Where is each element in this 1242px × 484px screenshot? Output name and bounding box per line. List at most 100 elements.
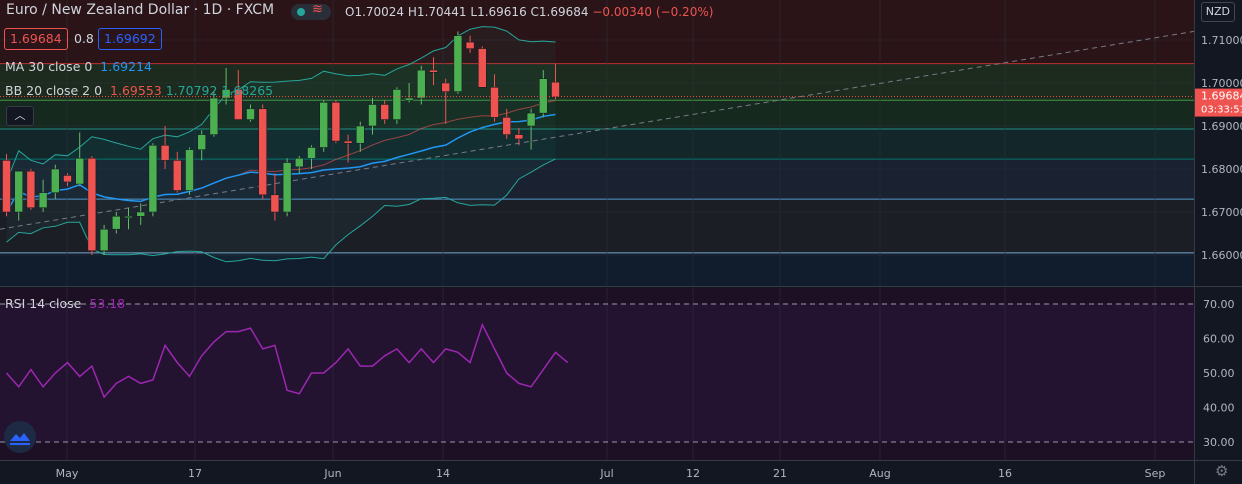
candle — [160, 126, 170, 169]
currency-label[interactable]: NZD — [1200, 2, 1235, 22]
ohlc-change: −0.00340 (−0.20%) — [592, 5, 714, 19]
candle — [331, 100, 341, 144]
zone-band — [0, 252, 1194, 286]
candle — [124, 207, 133, 230]
grid-lines — [0, 0, 1194, 460]
candle — [270, 173, 280, 221]
candle-body — [453, 35, 463, 92]
rsi-tick-label: 70.00 — [1203, 298, 1235, 311]
candle-body — [99, 228, 109, 251]
candle — [307, 145, 316, 169]
time-tick-label: 14 — [436, 467, 450, 480]
price-tick-label: 1.67000 — [1201, 206, 1242, 219]
candle — [514, 128, 524, 146]
candle-body — [136, 211, 145, 217]
candle-body — [307, 147, 316, 159]
candle-body — [258, 108, 267, 196]
candle — [26, 169, 36, 210]
candle-body — [429, 69, 438, 73]
ma-legend[interactable]: MA 30 close 0 1.69214 — [5, 59, 152, 74]
bb-upper-value: 1.70792 — [165, 83, 218, 98]
ma-line — [5, 113, 556, 213]
candle-body — [526, 112, 536, 127]
candle-body — [124, 216, 133, 219]
rsi-tick-label: 30.00 — [1203, 436, 1235, 449]
candle-body — [478, 48, 487, 88]
candle — [112, 212, 121, 234]
rsi-pane — [0, 303, 1194, 443]
bb-upper-line — [6, 26, 556, 183]
candle-body — [343, 140, 353, 144]
candle-body — [356, 125, 365, 144]
candle — [380, 100, 389, 124]
bb-legend[interactable]: BB 20 close 2 0 1.69553 1.70792 1.68265 — [5, 83, 273, 98]
ohlc-open: O1.70024 — [345, 5, 405, 19]
candle — [234, 70, 243, 120]
buy-button[interactable]: 1.69692 — [98, 28, 162, 50]
candle-body — [404, 97, 414, 101]
time-tick-label: 16 — [998, 467, 1012, 480]
candle-body — [331, 102, 341, 142]
market-status-pill[interactable]: ≋ — [291, 2, 331, 20]
logo-icon[interactable] — [4, 421, 36, 453]
collapse-legend-button[interactable]: ︿ — [6, 106, 34, 126]
candle-body — [221, 89, 231, 99]
candle — [75, 132, 84, 187]
ohlc-low: L1.69616 — [470, 5, 527, 19]
trend-line — [0, 30, 1195, 230]
candle — [526, 108, 536, 150]
rsi-tick-label: 40.00 — [1203, 402, 1235, 415]
chevron-up-icon: ︿ — [14, 109, 26, 122]
candle-body — [502, 117, 511, 135]
candle-body — [234, 89, 243, 120]
candle — [441, 78, 450, 124]
rsi-tick-label: 60.00 — [1203, 333, 1235, 346]
candle-body — [112, 216, 121, 230]
price-tick-label: 1.71000 — [1201, 34, 1242, 47]
candle — [295, 156, 304, 174]
data-feed-icon: ≋ — [312, 2, 323, 17]
gear-icon[interactable]: ⚙ — [1215, 462, 1229, 480]
candle — [453, 31, 463, 94]
rsi-line — [5, 322, 569, 399]
candle-body — [160, 145, 170, 161]
candle — [490, 74, 499, 122]
rsi-tick-label: 50.00 — [1203, 367, 1235, 380]
candle-body — [380, 104, 389, 120]
candle-body — [539, 78, 548, 114]
candle — [185, 147, 194, 195]
candle-body — [295, 158, 304, 168]
candle-body — [246, 108, 255, 120]
sell-button[interactable]: 1.69684 — [4, 28, 68, 50]
candle-body — [148, 145, 158, 213]
price-tick-label: 1.66000 — [1201, 249, 1242, 262]
zone-bands — [0, 0, 1194, 442]
rsi-value: 53.18 — [89, 296, 126, 311]
candle — [356, 121, 365, 152]
price-tick-label: 1.68000 — [1201, 163, 1242, 176]
bb-lower-line — [6, 158, 556, 263]
rsi-band — [0, 304, 1194, 442]
zone-band — [0, 63, 1194, 101]
symbol-title[interactable]: Euro / New Zealand Dollar · 1D · FXCM — [6, 2, 275, 18]
candle-body — [368, 104, 377, 127]
bb-label: BB 20 close 2 0 — [5, 83, 103, 98]
ma-label: MA 30 close 0 — [5, 59, 93, 74]
rsi-legend[interactable]: RSI 14 close 53.18 — [5, 296, 125, 311]
candle — [14, 170, 23, 221]
candle-body — [514, 134, 524, 140]
zone-band — [0, 159, 1194, 200]
rsi-label: RSI 14 close — [5, 296, 82, 311]
zone-band — [0, 0, 1194, 64]
candle-body — [26, 170, 36, 208]
zone-band — [0, 100, 1194, 130]
candle — [478, 46, 487, 88]
bb-basis-value: 1.69553 — [110, 83, 162, 98]
candle — [2, 153, 11, 217]
candle — [51, 164, 60, 200]
candle-body — [38, 192, 48, 208]
candle — [197, 130, 206, 161]
candle — [502, 108, 511, 139]
